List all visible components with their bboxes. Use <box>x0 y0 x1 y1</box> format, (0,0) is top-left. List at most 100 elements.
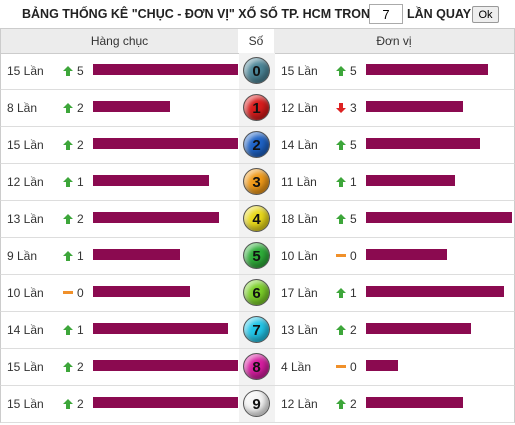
change-value: 1 <box>350 175 357 189</box>
count-label: 15 Lần <box>7 138 44 152</box>
count-label: 15 Lần <box>7 64 44 78</box>
change-value: 2 <box>77 212 84 226</box>
change-value: 1 <box>77 249 84 263</box>
digit-ball: 6 <box>243 279 270 306</box>
count-bar <box>366 212 512 223</box>
count-bar <box>366 323 472 334</box>
count-bar <box>93 323 229 334</box>
count-label: 15 Lần <box>281 64 318 78</box>
count-label: 17 Lần <box>281 286 318 300</box>
change-value: 0 <box>77 286 84 300</box>
digit-ball: 9 <box>243 390 270 417</box>
change-value: 5 <box>350 64 357 78</box>
change-value: 1 <box>77 323 84 337</box>
trend-up <box>63 325 73 335</box>
count-label: 4 Lần <box>281 360 312 374</box>
count-bar <box>93 249 180 260</box>
count-bar <box>93 175 209 186</box>
count-bar <box>366 249 448 260</box>
count-label: 14 Lần <box>281 138 318 152</box>
trend-up <box>336 177 346 187</box>
trend-up <box>63 140 73 150</box>
change-value: 2 <box>350 397 357 411</box>
column-title: Đơn vị <box>376 34 412 48</box>
trend-up <box>63 214 73 224</box>
digit-ball: 7 <box>243 316 270 343</box>
trend-up <box>336 399 346 409</box>
trend-flat <box>336 365 346 368</box>
count-label: 11 Lần <box>281 175 317 189</box>
stat-row: 15 Lần 2 2 14 Lần 5 <box>0 127 515 164</box>
change-value: 5 <box>350 138 357 152</box>
stat-row: 8 Lần 2 1 12 Lần 3 <box>0 90 515 127</box>
count-bar <box>93 397 238 408</box>
count-label: 14 Lần <box>7 323 44 337</box>
trend-up <box>336 288 346 298</box>
rounds-input[interactable] <box>369 4 403 24</box>
change-value: 2 <box>350 323 357 337</box>
count-bar <box>93 212 219 223</box>
stat-row: 12 Lần 1 3 11 Lần 1 <box>0 164 515 201</box>
trend-up <box>336 214 346 224</box>
stat-row: 15 Lần 2 8 4 Lần 0 <box>0 349 515 386</box>
digit-ball: 2 <box>243 131 270 158</box>
column-header: Hàng chục Số Đơn vị <box>0 28 515 54</box>
column-title: Hàng chục <box>90 34 149 48</box>
trend-up <box>63 362 73 372</box>
digit-ball: 4 <box>243 205 270 232</box>
count-label: 15 Lần <box>7 360 44 374</box>
count-label: 13 Lần <box>7 212 44 226</box>
trend-down <box>336 103 346 113</box>
count-bar <box>366 175 456 186</box>
change-value: 2 <box>77 360 84 374</box>
count-label: 10 Lần <box>7 286 44 300</box>
count-label: 9 Lần <box>7 249 38 263</box>
count-bar <box>93 360 238 371</box>
trend-flat <box>63 291 73 294</box>
count-label: 12 Lần <box>281 101 318 115</box>
digit-ball: 1 <box>243 94 270 121</box>
trend-up <box>63 177 73 187</box>
stat-row: 13 Lần 2 4 18 Lần 5 <box>0 201 515 238</box>
stat-row: 10 Lần 0 6 17 Lần 1 <box>0 275 515 312</box>
change-value: 1 <box>77 175 84 189</box>
change-value: 2 <box>77 138 84 152</box>
digit-ball: 5 <box>243 242 270 269</box>
change-value: 2 <box>77 101 84 115</box>
stat-row: 9 Lần 1 5 10 Lần 0 <box>0 238 515 275</box>
count-bar <box>366 397 464 408</box>
trend-up <box>63 399 73 409</box>
change-value: 5 <box>77 64 84 78</box>
count-bar <box>93 64 238 75</box>
trend-up <box>336 325 346 335</box>
digit-ball: 3 <box>243 168 270 195</box>
change-value: 0 <box>350 249 357 263</box>
trend-up <box>336 140 346 150</box>
change-value: 2 <box>77 397 84 411</box>
column-title: Số <box>248 34 264 48</box>
stat-row: 15 Lần 2 9 12 Lần 2 <box>0 386 515 423</box>
trend-up <box>63 251 73 261</box>
ok-button[interactable]: Ok <box>472 6 499 23</box>
digit-ball: 0 <box>243 57 270 84</box>
change-value: 0 <box>350 360 357 374</box>
count-bar <box>366 101 464 112</box>
trend-up <box>63 66 73 76</box>
change-value: 3 <box>350 101 357 115</box>
stat-row: 15 Lần 5 0 15 Lần 5 <box>0 53 515 90</box>
count-bar <box>366 138 480 149</box>
count-bar <box>93 286 190 297</box>
count-label: 12 Lần <box>7 175 44 189</box>
stat-row: 14 Lần 1 7 13 Lần 2 <box>0 312 515 349</box>
count-bar <box>93 138 238 149</box>
count-bar <box>93 101 171 112</box>
header-cell <box>238 29 274 53</box>
count-label: 13 Lần <box>281 323 318 337</box>
trend-up <box>336 66 346 76</box>
count-bar <box>366 286 504 297</box>
count-label: 15 Lần <box>7 397 44 411</box>
count-bar <box>366 64 488 75</box>
trend-up <box>63 103 73 113</box>
rounds-suffix: LẦN QUAY <box>407 7 472 21</box>
